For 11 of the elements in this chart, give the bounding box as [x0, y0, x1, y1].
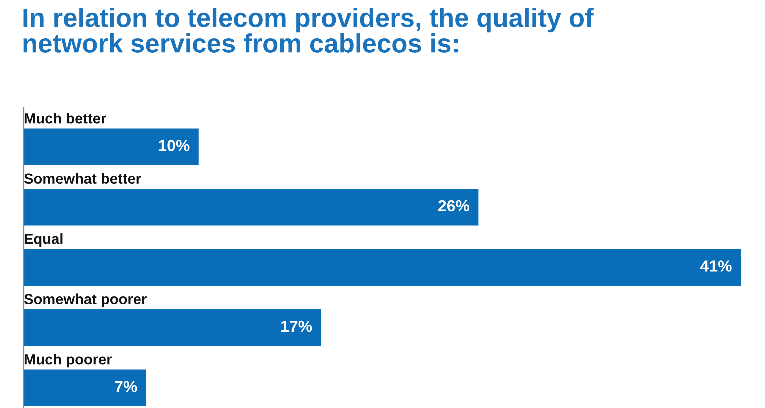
data-label: 26%: [438, 200, 470, 212]
data-label: 41%: [700, 260, 732, 272]
y-tick-label: Much better: [24, 113, 106, 124]
data-label: 7%: [115, 381, 138, 392]
y-tick-label: Much poorer: [24, 354, 112, 368]
y-tick-label: Somewhat poorer: [24, 294, 147, 308]
chart-title: In relation to telecom providers, the quality of network services from cablecos is:: [24, 8, 594, 53]
y-tick-label: Equal: [24, 234, 63, 248]
data-label: 17%: [282, 320, 312, 332]
data-label: 10%: [159, 140, 190, 152]
y-tick-label: Somewhat better: [24, 173, 142, 184]
